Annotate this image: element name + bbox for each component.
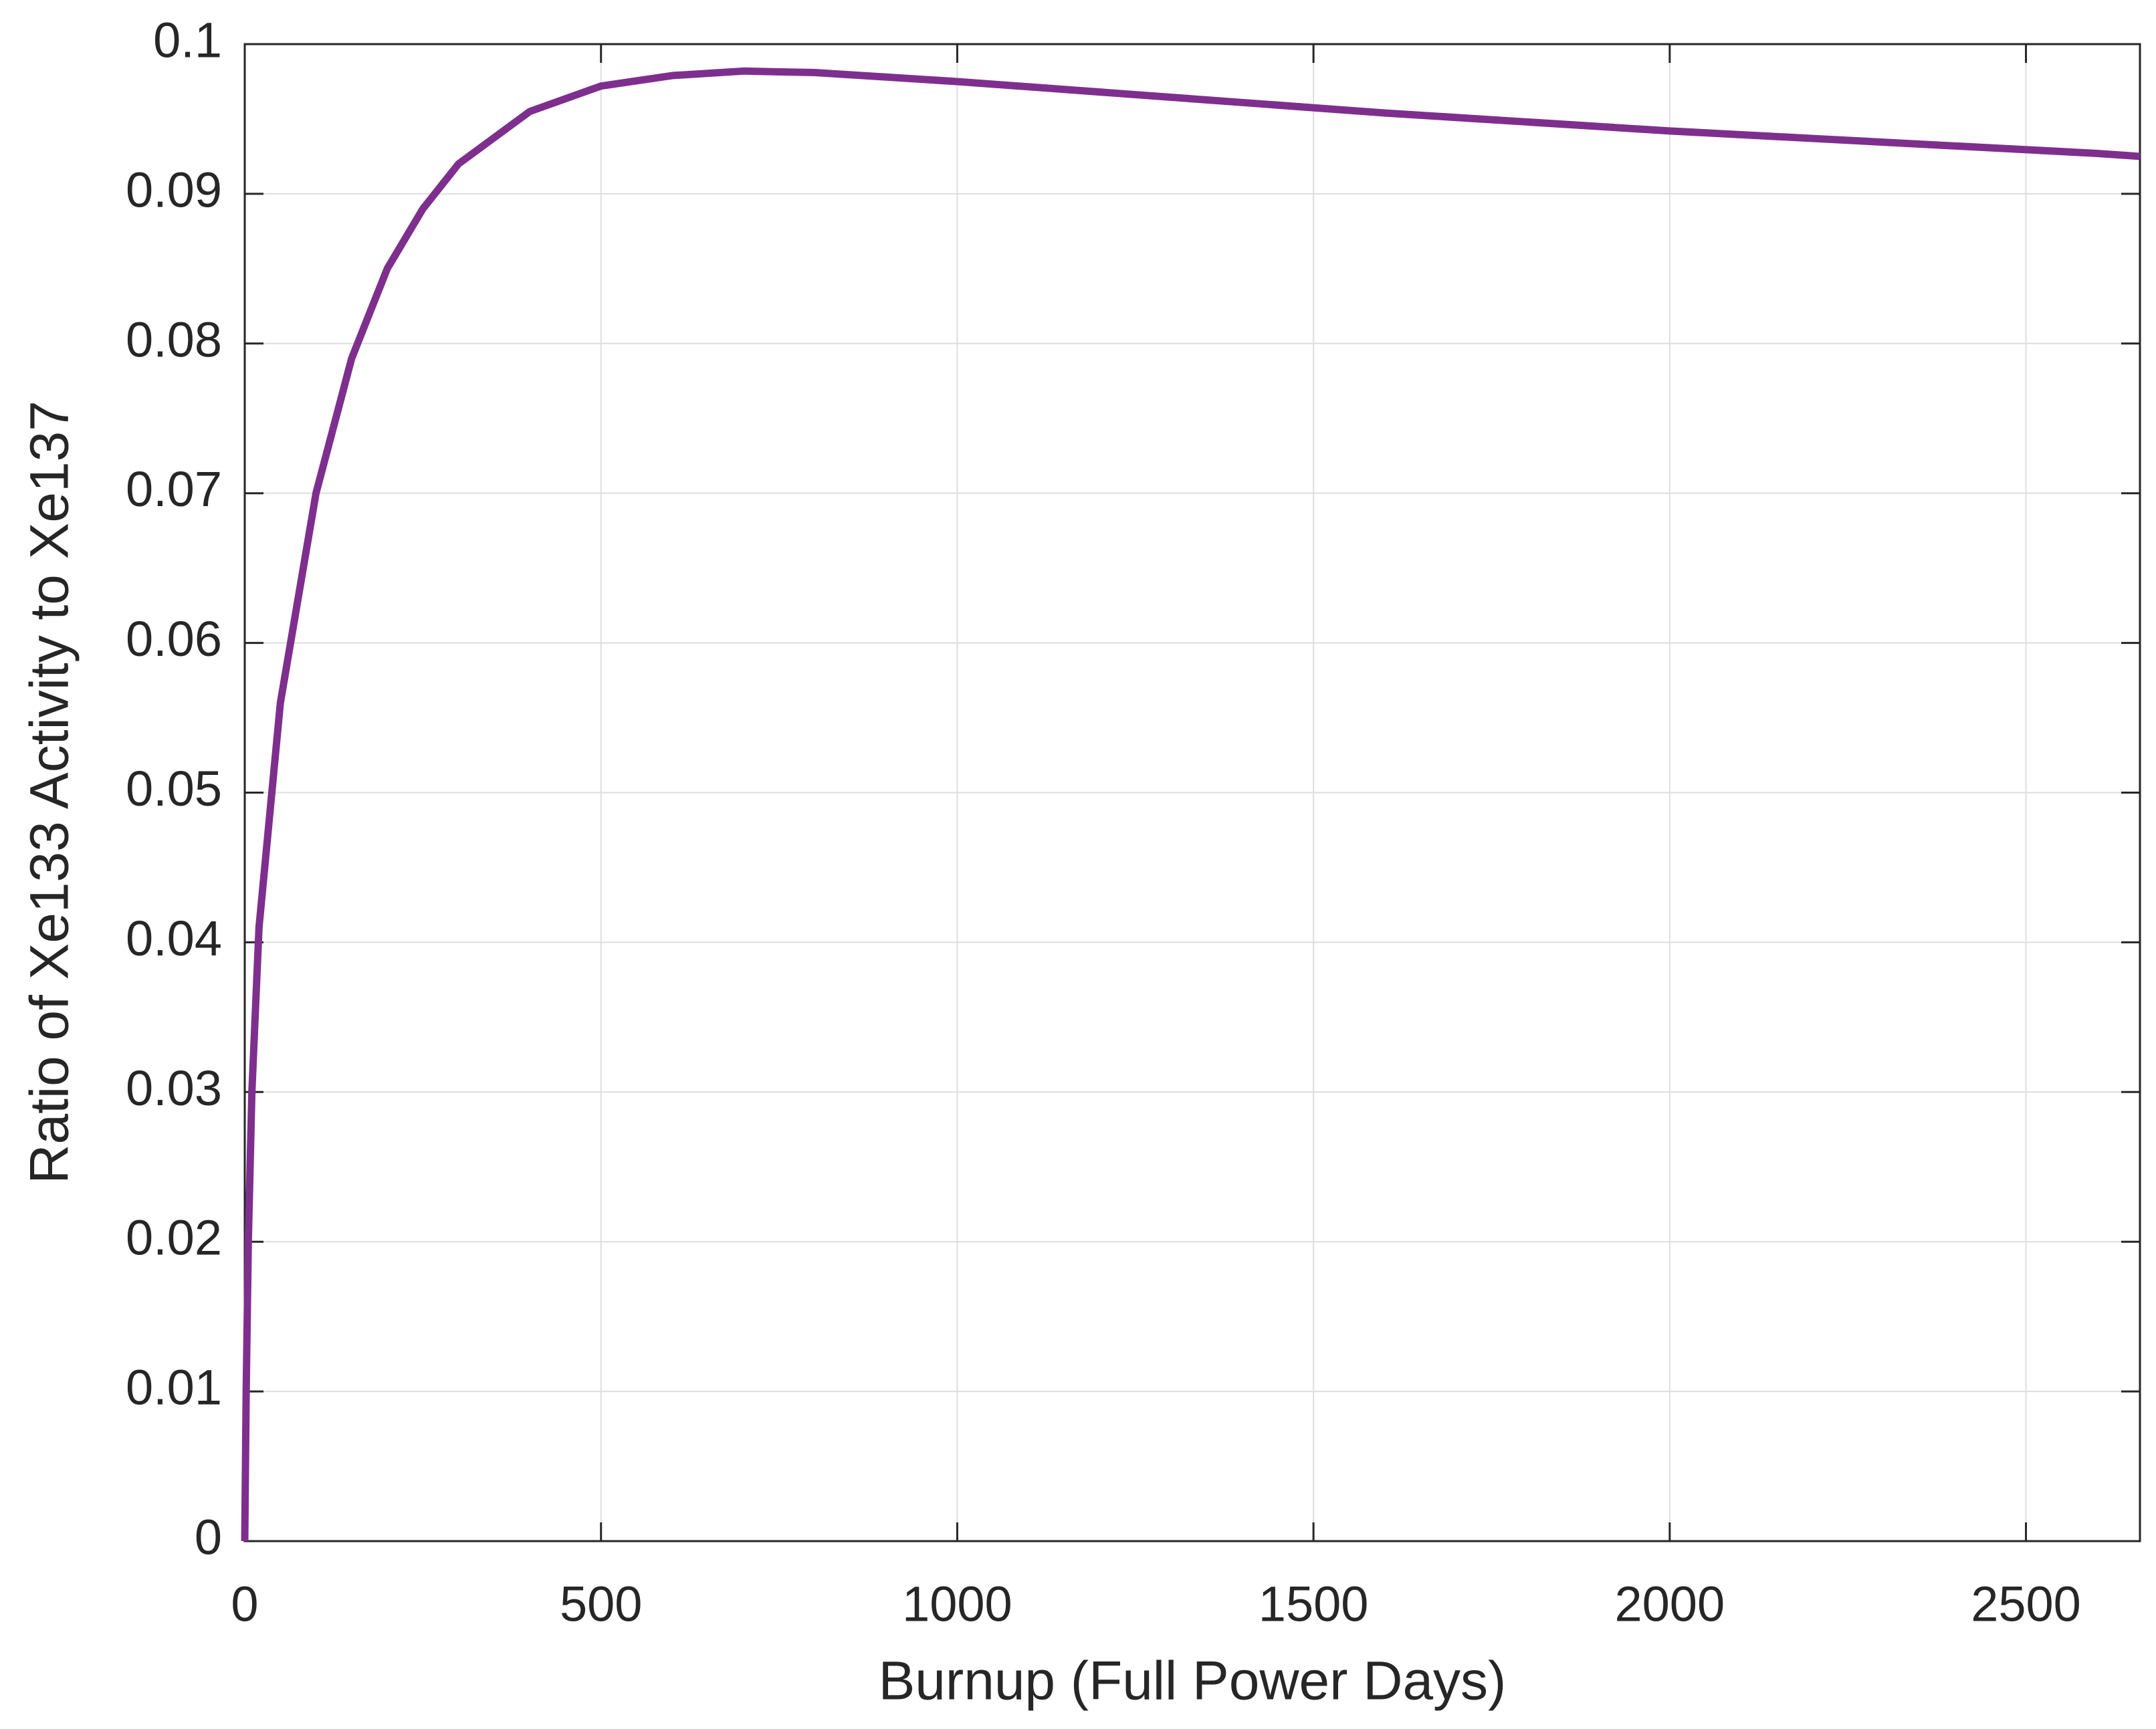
x-tick-label: 500 xyxy=(560,1577,642,1632)
plot-frame xyxy=(243,43,2141,1542)
y-axis-label: Ratio of Xe133 Activity to Xe137 xyxy=(19,400,80,1184)
y-tick-label: 0.06 xyxy=(126,611,222,667)
x-tick-label: 2500 xyxy=(1971,1577,2081,1632)
y-tick-label: 0.09 xyxy=(126,162,222,217)
y-tick-label: 0.05 xyxy=(126,761,222,816)
data-line xyxy=(241,67,2141,1542)
y-tick-label: 0.08 xyxy=(126,312,222,367)
x-axis-label: Burnup (Full Power Days) xyxy=(879,1651,1507,1712)
y-tick-label: 0.01 xyxy=(126,1360,222,1415)
y-tick-label: 0.07 xyxy=(126,461,222,517)
x-tick-label: 0 xyxy=(231,1577,258,1632)
x-tick-label: 1000 xyxy=(902,1577,1012,1632)
y-tick-label: 0.03 xyxy=(126,1060,222,1116)
y-tick-label: 0 xyxy=(195,1510,222,1565)
x-tick-label: 1500 xyxy=(1259,1577,1369,1632)
x-tick-label: 2000 xyxy=(1615,1577,1725,1632)
y-tick-label: 0.02 xyxy=(126,1210,222,1266)
y-tick-label: 0.1 xyxy=(153,13,222,68)
y-tick-label: 0.04 xyxy=(126,911,222,966)
